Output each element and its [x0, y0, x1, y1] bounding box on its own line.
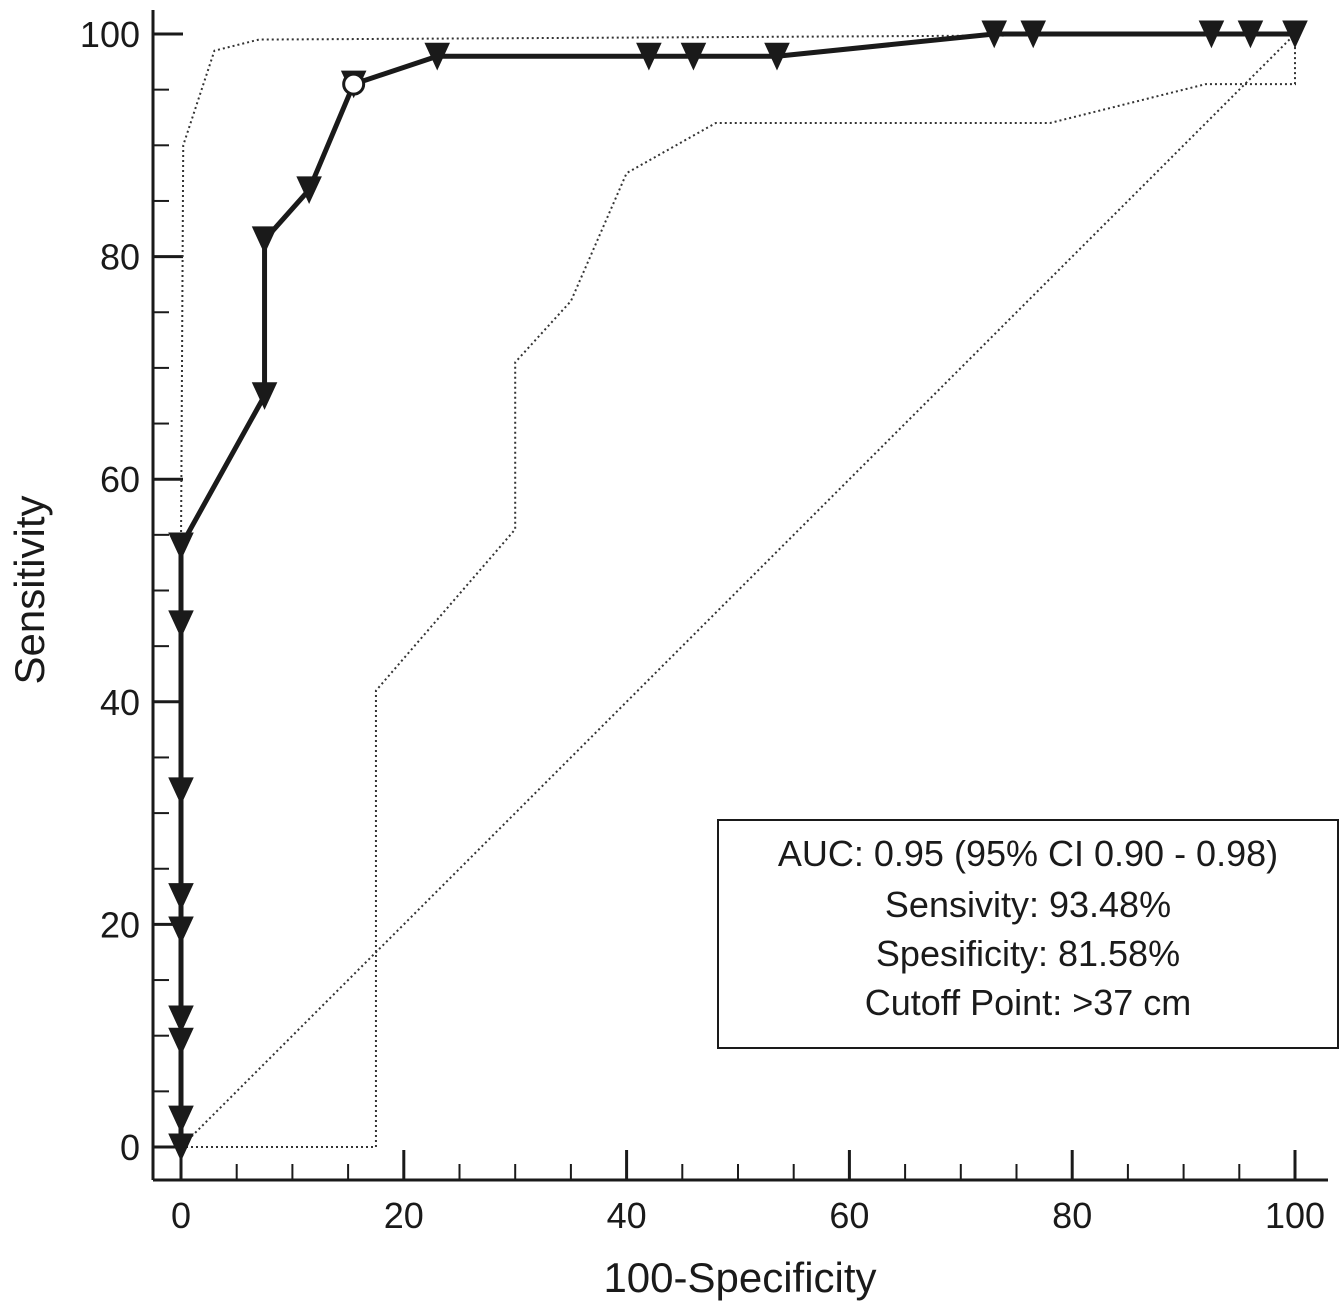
- roc-point-marker: [168, 1105, 194, 1134]
- roc-point-marker: [636, 42, 662, 71]
- stats-annotation-box: AUC: 0.95 (95% CI 0.90 - 0.98) Sensivity…: [717, 819, 1339, 1049]
- roc-point-marker: [981, 20, 1008, 49]
- y-tick-label: 40: [100, 682, 140, 723]
- optimal-cutoff-point: [342, 72, 366, 96]
- roc-point-marker: [1237, 20, 1264, 49]
- x-tick-label: 80: [1052, 1195, 1092, 1236]
- roc-curve-line: [178, 31, 1295, 1147]
- roc-point-marker: [1198, 20, 1225, 49]
- annotation-border: [717, 819, 1339, 1049]
- x-tick-label: 20: [384, 1195, 424, 1236]
- roc-point-marker: [168, 777, 194, 806]
- annotation-sensitivity: Sensivity: 93.48%: [885, 884, 1171, 925]
- annotation-auc: AUC: 0.95 (95% CI 0.90 - 0.98): [778, 833, 1278, 874]
- roc-point-marker: [168, 916, 194, 945]
- y-tick-label: 0: [120, 1127, 140, 1168]
- x-tick-label: 0: [171, 1195, 191, 1236]
- roc-point-marker: [1282, 20, 1308, 49]
- roc-point-marker: [764, 42, 790, 71]
- y-tick-label: 80: [100, 237, 140, 278]
- y-axis-title: Sensitivity: [6, 495, 53, 684]
- y-tick-label: 20: [100, 904, 140, 945]
- y-tick-label: 60: [100, 459, 140, 500]
- roc-point-marker: [296, 176, 322, 205]
- axes: 0 20 40 60 80 100 0 20 40 60 80 100: [80, 10, 1328, 1236]
- x-axis-title: 100-Specificity: [603, 1254, 876, 1301]
- roc-point-marker: [168, 1133, 194, 1162]
- roc-point-marker: [1020, 20, 1046, 49]
- roc-curve-layer: [168, 20, 1308, 1162]
- x-ticks: 0 20 40 60 80 100: [171, 1150, 1325, 1236]
- y-tick-label: 100: [80, 14, 140, 55]
- roc-point-marker: [168, 610, 194, 639]
- x-tick-label: 60: [829, 1195, 869, 1236]
- ci-lower-line: [181, 34, 1296, 1148]
- roc-point-marker: [251, 382, 278, 410]
- roc-point-marker: [168, 1005, 194, 1034]
- roc-point-marker: [168, 883, 194, 911]
- x-tick-label: 100: [1265, 1195, 1325, 1236]
- roc-point-marker: [251, 226, 278, 255]
- annotation-specificity: Spesificity: 81.58%: [876, 933, 1180, 974]
- y-ticks: 0 20 40 60 80 100: [80, 14, 183, 1168]
- annotation-cutoff: Cutoff Point: >37 cm: [865, 982, 1192, 1023]
- roc-point-marker: [168, 532, 194, 561]
- x-tick-label: 40: [607, 1195, 647, 1236]
- roc-point-marker: [424, 42, 451, 71]
- roc-point-marker: [680, 42, 707, 71]
